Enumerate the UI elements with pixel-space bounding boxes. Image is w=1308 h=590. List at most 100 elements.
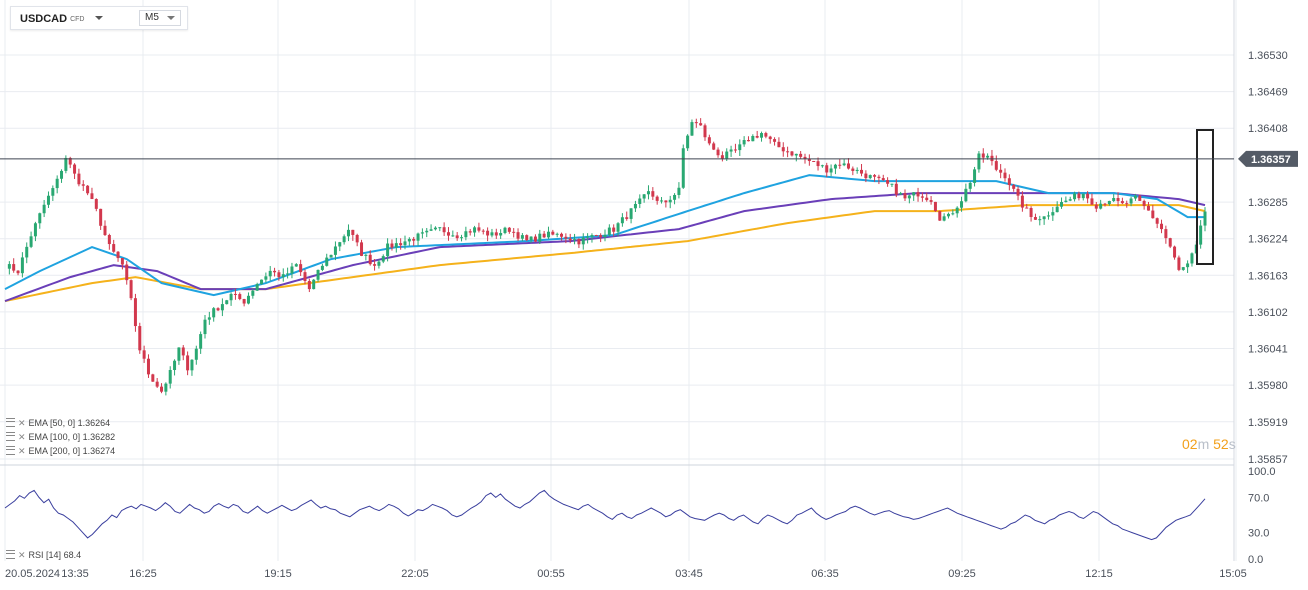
candle-bullish [386, 243, 390, 257]
legend-label: EMA [200, 0] [28, 446, 81, 456]
candle-bullish [194, 348, 198, 360]
candle-bullish [690, 122, 694, 136]
candle-bullish [286, 273, 290, 275]
timeframe-dropdown-icon [167, 16, 175, 20]
candle-bearish [881, 178, 885, 181]
candle-bearish [807, 158, 811, 162]
candle-bullish [607, 227, 611, 235]
symbol-dropdown-icon[interactable] [95, 16, 103, 20]
current-price-value: 1.36357 [1251, 154, 1291, 166]
price-tick-label: 1.36102 [1248, 307, 1288, 319]
candle-bullish [42, 204, 46, 214]
candle-bullish [794, 153, 798, 156]
candle-bearish [494, 232, 498, 236]
candle-bullish [312, 279, 316, 290]
candle-bullish [499, 232, 503, 236]
candle-bearish [186, 355, 190, 371]
candle-bearish [777, 141, 781, 148]
candle-bullish [55, 178, 59, 189]
candle-bearish [138, 326, 142, 351]
candle-bearish [981, 153, 985, 158]
current-candle-highlight [1196, 129, 1214, 265]
candle-bullish [464, 231, 468, 238]
candle-bearish [1090, 198, 1094, 205]
close-icon[interactable]: ✕ [18, 432, 26, 442]
candle-bullish [760, 133, 764, 138]
candle-bearish [477, 227, 481, 231]
menu-lines-icon[interactable] [6, 446, 15, 455]
candle-bearish [599, 235, 603, 237]
candle-bullish [403, 241, 407, 246]
candle-bullish [968, 182, 972, 189]
candle-bearish [1020, 195, 1024, 208]
candle-bullish [620, 217, 624, 224]
candlesticks [7, 118, 1214, 396]
candle-bullish [629, 208, 633, 219]
candle-bullish [420, 232, 424, 234]
candle-bullish [333, 246, 337, 255]
time-tick-label: 03:45 [675, 568, 703, 580]
candle-bearish [94, 199, 98, 209]
current-price-line: 1.36357 [0, 150, 1298, 167]
candle-bullish [320, 265, 324, 270]
candle-bearish [1116, 198, 1120, 202]
legend-ema-100[interactable]: ✕ EMA [100, 0] 1.36282 [6, 432, 115, 443]
candle-bearish [455, 235, 459, 239]
candle-bullish [855, 169, 859, 171]
candle-bearish [90, 193, 94, 200]
candle-bearish [12, 264, 16, 271]
candle-bearish [151, 374, 155, 382]
candle-bearish [16, 270, 20, 274]
candle-bullish [1203, 211, 1207, 226]
candle-bullish [246, 295, 250, 304]
instrument-type: CFD [70, 16, 85, 23]
price-tick-label: 1.35980 [1248, 380, 1288, 392]
candle-bullish [586, 236, 590, 238]
candle-bullish [364, 254, 368, 256]
candle-bearish [929, 200, 933, 202]
price-tick-label: 1.36041 [1248, 344, 1288, 356]
candle-bearish [716, 149, 720, 156]
candle-bearish [903, 193, 907, 199]
menu-lines-icon[interactable] [6, 550, 15, 559]
candle-bearish [846, 163, 850, 169]
candle-bearish [1120, 201, 1124, 204]
candle-bullish [342, 236, 346, 243]
candle-bullish [555, 233, 559, 235]
legend-label: RSI [14] [28, 550, 62, 560]
candle-bullish [20, 257, 24, 274]
candle-bullish [890, 183, 894, 185]
candle-bearish [773, 139, 777, 142]
timeframe-select[interactable]: M5 [139, 10, 181, 26]
candle-bearish [481, 230, 485, 232]
candle-bearish [873, 175, 877, 177]
legend-rsi[interactable]: ✕ RSI [14] 68.4 [6, 550, 81, 561]
candle-bearish [307, 280, 311, 290]
menu-lines-icon[interactable] [6, 432, 15, 441]
menu-lines-icon[interactable] [6, 418, 15, 427]
candle-bullish [438, 227, 442, 229]
close-icon[interactable]: ✕ [18, 446, 26, 456]
candle-bearish [764, 133, 768, 137]
symbol-selector[interactable]: USDCAD CFD M5 [10, 6, 188, 30]
candle-bearish [551, 231, 555, 235]
close-icon[interactable]: ✕ [18, 550, 26, 560]
candle-bearish [133, 298, 137, 327]
candle-bearish [860, 169, 864, 174]
candle-bearish [1151, 210, 1155, 219]
candle-bearish [560, 233, 564, 237]
candle-bearish [1033, 217, 1037, 220]
candle-bearish [999, 169, 1003, 173]
candle-bearish [1003, 172, 1007, 179]
candle-bullish [473, 227, 477, 233]
legend-ema-50[interactable]: ✕ EMA [50, 0] 1.36264 [6, 418, 110, 429]
candle-bearish [877, 176, 881, 179]
legend-ema-200[interactable]: ✕ EMA [200, 0] 1.36274 [6, 446, 115, 457]
candle-bearish [446, 232, 450, 236]
candle-bullish [229, 293, 233, 301]
candle-bullish [260, 279, 264, 285]
candle-bullish [616, 223, 620, 232]
candle-bullish [407, 238, 411, 242]
close-icon[interactable]: ✕ [18, 418, 26, 428]
